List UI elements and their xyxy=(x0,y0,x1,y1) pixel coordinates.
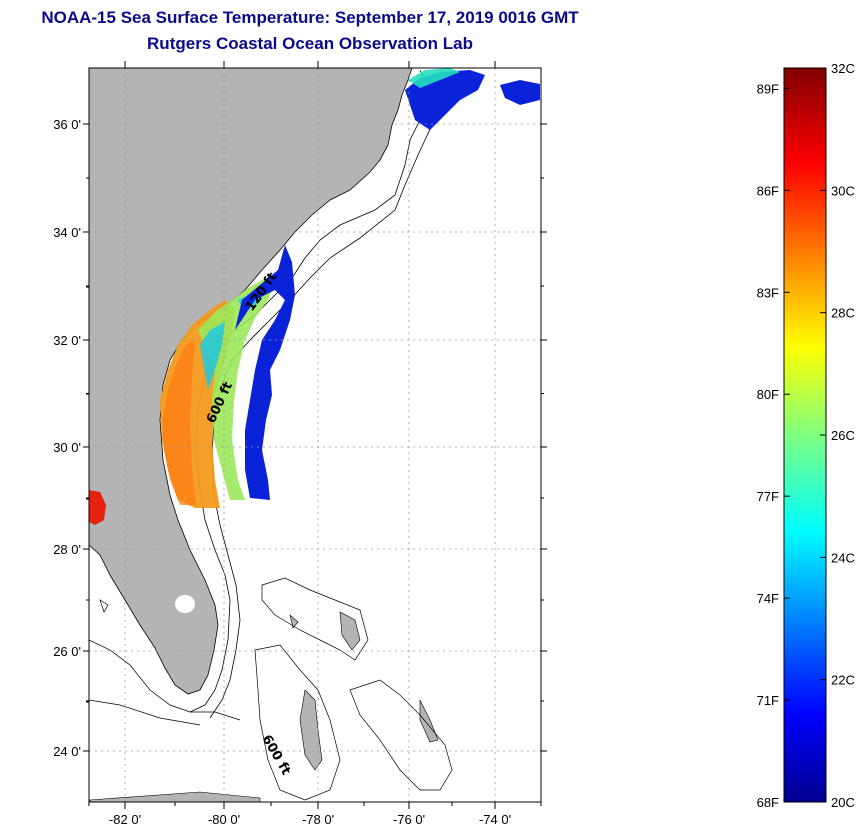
sst-swath-cool xyxy=(200,290,262,390)
colorbar-celsius-label: 20C xyxy=(831,795,855,810)
lat-label: 30 0' xyxy=(53,440,81,455)
colorbar-fahrenheit-label: 77F xyxy=(757,489,779,504)
colorbar-celsius-label: 26C xyxy=(831,428,855,443)
lat-label: 36 0' xyxy=(53,117,81,132)
lon-label: -82 0' xyxy=(109,812,141,827)
lat-label: 32 0' xyxy=(53,333,81,348)
lon-label: -74 0' xyxy=(479,812,511,827)
lat-label: 26 0' xyxy=(53,644,81,659)
colorbar-fahrenheit-label: 71F xyxy=(757,693,779,708)
colorbar-fahrenheit-label: 86F xyxy=(757,183,779,198)
sst-florida-hot xyxy=(89,490,106,525)
sst-north-cyan xyxy=(408,68,460,88)
lon-label: -80 0' xyxy=(208,812,240,827)
colorbar-fahrenheit-label: 68F xyxy=(757,795,779,810)
colorbar-ticks: 32C 30C 28C 26C 24C 22C 20C 89F 86F 83F 80F 77F 74F 7… xyxy=(757,61,855,810)
colorbar-fahrenheit-label: 89F xyxy=(757,81,779,96)
sst-swath-cold xyxy=(235,245,295,500)
axis-ticks: 36 0' 34 0' 32 0' 30 0' 28 0' 26 0' 24 0' -82 0… xyxy=(53,61,547,827)
colorbar-celsius-label: 32C xyxy=(831,61,855,76)
colorbar-fahrenheit-label: 74F xyxy=(757,591,779,606)
lat-label: 34 0' xyxy=(53,225,81,240)
sst-north-patch xyxy=(405,70,540,130)
lat-label: 28 0' xyxy=(53,542,81,557)
lake-okeechobee xyxy=(175,595,195,613)
colorbar-celsius-label: 24C xyxy=(831,550,855,565)
sst-swath-orange xyxy=(162,340,196,505)
contour-bahamas xyxy=(254,577,453,801)
colorbar-celsius-label: 30C xyxy=(831,183,855,198)
map-title: NOAA-15 Sea Surface Temperature: Septemb… xyxy=(41,8,579,27)
colorbar-fahrenheit-label: 83F xyxy=(757,285,779,300)
graticule xyxy=(89,68,541,802)
map-border xyxy=(88,67,542,803)
lon-label: -78 0' xyxy=(302,812,334,827)
lon-label: -76 0' xyxy=(393,812,425,827)
colorbar-celsius-label: 28C xyxy=(831,306,855,321)
colorbar-celsius-label: 22C xyxy=(831,673,855,688)
bahamas-islands xyxy=(289,611,439,771)
contour-keys xyxy=(89,599,241,726)
colorbar xyxy=(783,67,827,803)
colorbar-fahrenheit-label: 80F xyxy=(757,387,779,402)
lat-label: 24 0' xyxy=(53,744,81,759)
map-subtitle: Rutgers Coastal Ocean Observation Lab xyxy=(147,34,473,53)
